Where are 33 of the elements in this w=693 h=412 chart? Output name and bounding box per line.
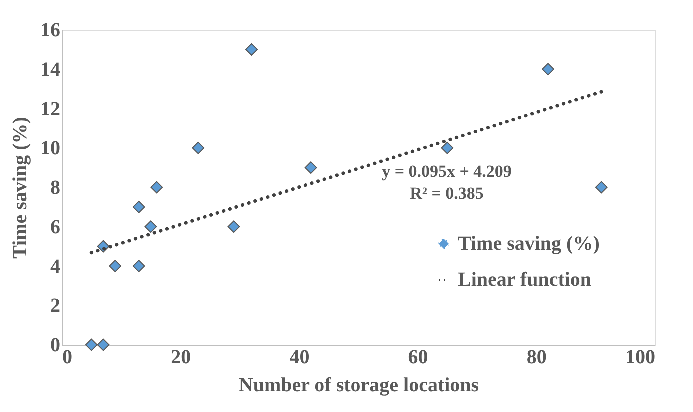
point [246,43,258,56]
point [132,260,146,272]
x-tick-label: 100 [626,346,656,368]
point [144,220,158,234]
x-tick-label: 60 [408,346,428,368]
y-tick-label: 12 [40,98,60,120]
y-tick-label: 6 [50,216,60,238]
x-tick-label: 80 [526,346,547,368]
annotation: y = 0.095x + 4.209 [382,162,512,181]
point [542,63,554,76]
y-tick-label: 16 [40,20,60,42]
y-tick-label: 10 [40,138,60,160]
y-tick-label: 14 [40,58,60,81]
point [85,338,98,352]
x-tick-label: 20 [171,346,192,368]
y-axis-title: Time saving (%) [10,117,32,259]
legend-label: Linear function [458,269,592,291]
point [595,181,608,194]
legend-label: Time saving (%) [458,233,600,255]
point [304,162,318,174]
point [441,142,454,154]
y-tick-label: 2 [50,295,60,318]
point [109,260,122,272]
point [132,200,146,214]
y-tick-label: 8 [50,177,60,199]
point [150,181,164,194]
x-tick-label: 40 [290,346,310,368]
point [97,338,110,352]
x-axis-title: Number of storage locations [238,374,480,396]
annotation: R² = 0.385 [410,184,484,203]
point [228,220,240,234]
y-tick-label: 4 [50,256,60,278]
point [192,142,205,154]
